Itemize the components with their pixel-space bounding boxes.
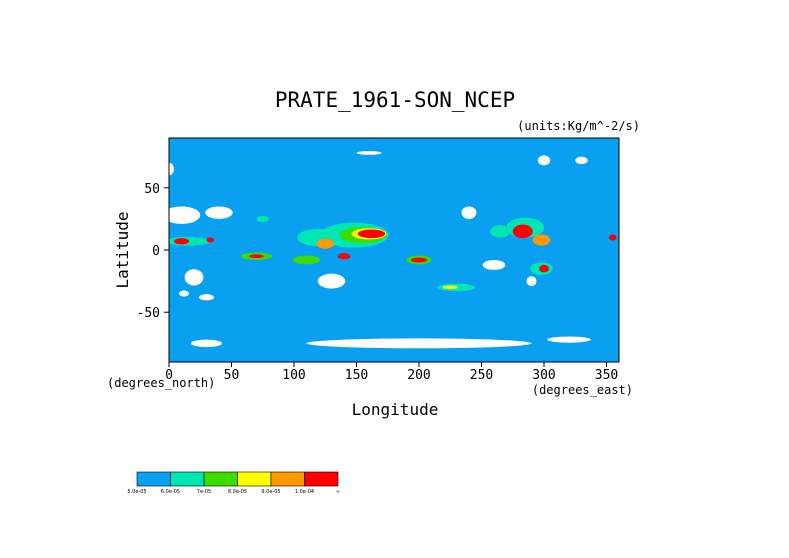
precip-region	[512, 224, 533, 239]
precip-region	[357, 229, 386, 239]
y-tick-label: 0	[152, 244, 160, 259]
colorbar-swatch	[237, 471, 272, 487]
precip-region	[490, 225, 511, 238]
colorbar-swatch	[270, 471, 305, 487]
x-tick-label: 300	[532, 368, 555, 383]
map-background	[169, 138, 619, 362]
dry-patch	[306, 338, 532, 349]
dry-patch	[317, 273, 346, 289]
x-tick-label: 50	[224, 368, 240, 383]
colorbar-swatch	[170, 471, 205, 487]
dry-patch	[461, 206, 477, 219]
y-tick-label: -50	[137, 306, 160, 321]
dry-patch	[205, 206, 233, 219]
y-tick-label: 50	[144, 182, 160, 197]
precip-region	[539, 264, 549, 273]
x-axis-note: (degrees_north)	[107, 376, 215, 390]
x-axis: 0 50 100 150 200 250 300 350	[165, 362, 618, 383]
colorbar-swatch	[203, 471, 238, 487]
dry-patch	[169, 162, 174, 176]
x-tick-label: 250	[470, 368, 493, 383]
chart-title: PRATE_1961-SON_NCEP	[275, 88, 515, 112]
dry-patch	[526, 276, 537, 287]
chart-units: (units:Kg/m^-2/s)	[517, 119, 640, 133]
map-area	[168, 137, 620, 363]
x-tick-label: 100	[282, 368, 305, 383]
colorbar-swatch	[304, 471, 339, 487]
dry-patch	[537, 155, 551, 166]
precip-region	[174, 238, 189, 245]
dry-patch	[199, 294, 214, 301]
precip-region	[292, 255, 321, 265]
dry-patch	[575, 156, 588, 165]
colorbar-swatch	[136, 471, 171, 487]
dry-patch	[184, 269, 204, 286]
x-axis-label: Longitude	[352, 400, 439, 419]
precip-region	[256, 215, 269, 222]
colorbar-label: 6.0e-05	[161, 489, 180, 495]
dry-patch	[356, 151, 382, 155]
colorbar-label: 5.0e-05	[127, 489, 146, 495]
precip-region	[410, 257, 428, 263]
y-axis-label: Latitude	[113, 211, 132, 288]
dry-patch	[179, 290, 189, 297]
precip-region	[532, 234, 551, 246]
dry-patch	[169, 206, 201, 224]
colorbar-label: 1.0e-04	[295, 489, 314, 495]
precip-region	[316, 238, 334, 249]
dry-patch	[482, 259, 506, 270]
precip-region	[442, 285, 458, 290]
x-tick-label: 0	[165, 368, 173, 383]
dry-patch	[547, 336, 591, 343]
map-fill-layer	[169, 138, 619, 362]
colorbar-label: 8.0e-05	[228, 489, 247, 495]
colorbar-label: 9.0e-05	[261, 489, 280, 495]
y-axis: -50 0 50	[137, 182, 169, 321]
precip-region	[609, 234, 617, 241]
colorbar-legend: 5.0e-05 6.0e-05 7e-05 8.0e-05 9.0e-05 1.0e-04…	[127, 471, 340, 495]
precip-region	[249, 254, 264, 259]
precip-region	[206, 237, 214, 243]
x-axis-unit-note: (degrees_east)	[532, 383, 633, 397]
precip-region	[337, 253, 351, 260]
dry-patch	[190, 339, 223, 348]
x-tick-label: 200	[407, 368, 430, 383]
x-tick-label: 150	[345, 368, 368, 383]
colorbar-label: 7e-05	[197, 489, 211, 495]
colorbar-label: ∞	[336, 489, 340, 495]
x-tick-label: 350	[595, 368, 618, 383]
